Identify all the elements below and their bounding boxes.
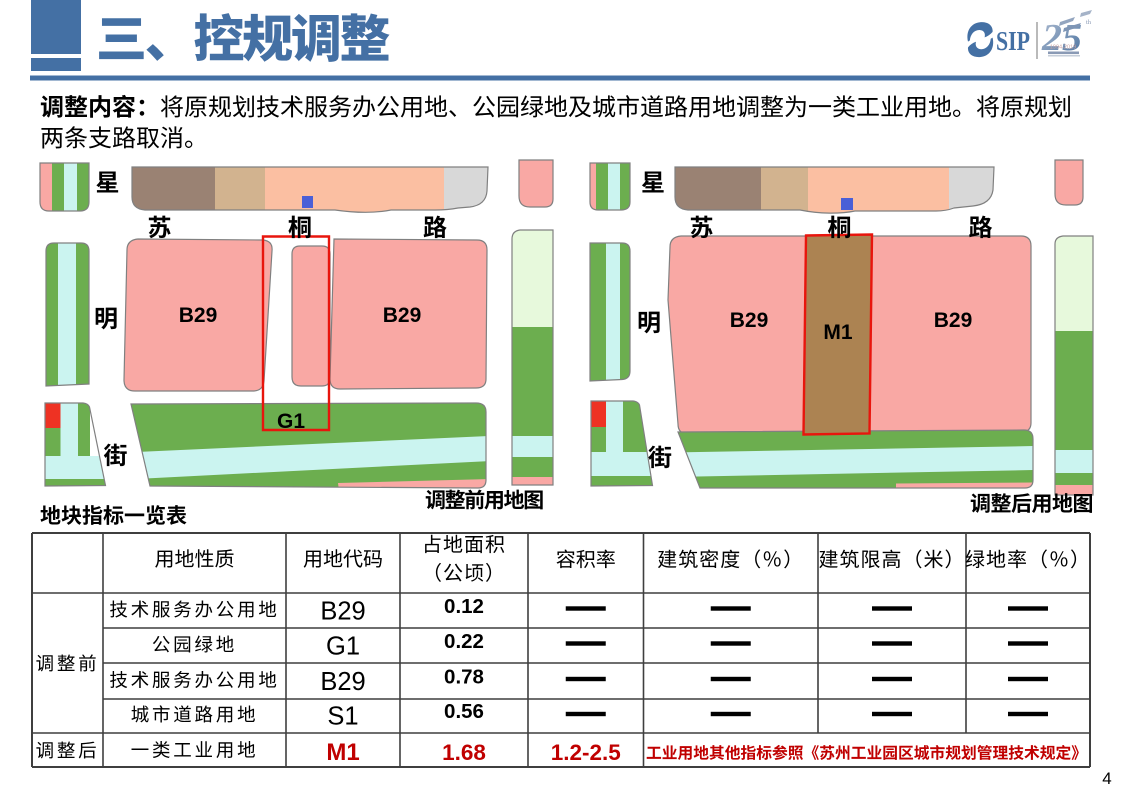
svg-text:S1: S1 [327,703,358,731]
svg-text:SIP: SIP [996,26,1030,56]
svg-text:B29: B29 [320,598,365,626]
svg-text:B29: B29 [179,304,218,327]
svg-text:M1: M1 [326,739,359,766]
svg-text:0.12: 0.12 [444,595,484,618]
svg-text:1.68: 1.68 [442,740,486,765]
svg-text:0.56: 0.56 [444,700,484,723]
svg-text:M1: M1 [823,321,852,344]
svg-text:0.78: 0.78 [444,666,484,689]
svg-text:G1: G1 [326,633,360,661]
svg-text:B29: B29 [320,668,365,696]
svg-text:1.2-2.5: 1.2-2.5 [551,740,621,765]
svg-text:1994-2019: 1994-2019 [1050,45,1076,51]
svg-text:B29: B29 [383,304,422,327]
svg-text:0.22: 0.22 [444,630,484,653]
svg-text:B29: B29 [730,309,769,332]
svg-text:B29: B29 [934,309,973,332]
svg-text:4: 4 [1102,769,1111,788]
svg-text:th: th [1086,19,1092,26]
svg-text:G1: G1 [277,410,305,433]
